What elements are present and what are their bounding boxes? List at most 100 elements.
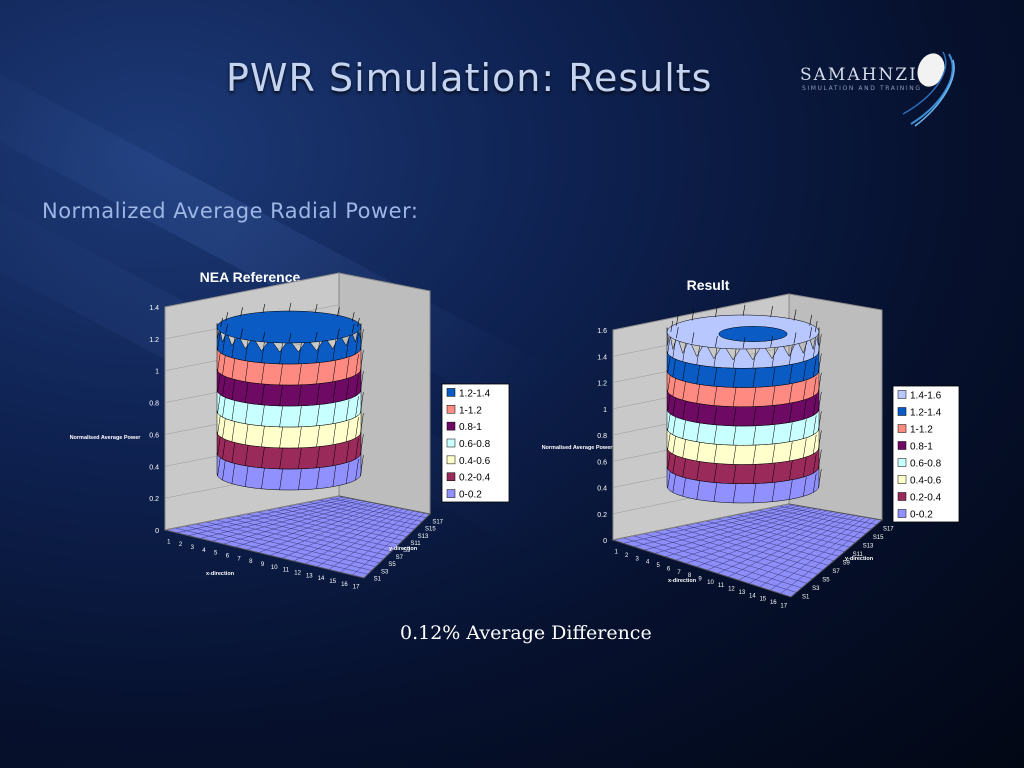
- y-tick-label: S17: [432, 520, 443, 526]
- logo-tagline: SIMULATION AND TRAINING: [802, 85, 922, 92]
- floor-grid-line: [328, 510, 415, 570]
- floor-grid-line: [644, 506, 806, 551]
- surface-mesh-line: [231, 462, 236, 484]
- floor-grid-line: [328, 497, 427, 519]
- surface-mesh-line: [360, 392, 364, 414]
- floor-grid-line: [246, 513, 396, 549]
- legend-swatch: [897, 390, 907, 399]
- x-tick-label: 8: [249, 559, 253, 565]
- y-tick-label: S15: [425, 527, 436, 533]
- surface-mesh-line: [696, 441, 700, 462]
- surface-mesh-line: [696, 383, 700, 404]
- surface-mesh-line: [345, 378, 350, 400]
- surface-mesh-line: [752, 348, 757, 369]
- legend-swatch: [446, 489, 456, 498]
- x-tick-label: 1: [615, 550, 619, 556]
- surface-spike: [814, 320, 818, 333]
- surface-mesh-line: [789, 403, 793, 423]
- x-tick-label: 6: [667, 566, 671, 572]
- surface-mesh-line: [244, 360, 249, 382]
- legend-swatch: [446, 421, 456, 431]
- legend-entry: 1-1.2: [910, 425, 933, 436]
- y-tick-label: S5: [822, 578, 830, 584]
- surface-mesh-line: [812, 415, 817, 435]
- floor-grid-line: [695, 522, 834, 562]
- surface-mesh-line: [818, 411, 822, 431]
- surface-mesh-line: [713, 347, 718, 367]
- surface-mesh-line: [812, 376, 817, 397]
- surface-mesh-line: [261, 425, 265, 447]
- surface-mesh-line: [667, 391, 671, 412]
- surface-mesh-line: [752, 368, 757, 388]
- z-axis-label: Normalised Average Power: [70, 435, 142, 441]
- floor-grid-line: [696, 511, 833, 568]
- x-axis-label: x-direction: [206, 571, 235, 577]
- surface-mesh-line: [682, 400, 686, 420]
- surface-mesh-line: [355, 417, 359, 439]
- surface-center-dip: [718, 326, 788, 342]
- chart-title: NEA Reference: [200, 269, 301, 285]
- surface-mesh-line: [222, 333, 226, 355]
- surface-mesh-line: [332, 423, 337, 445]
- surface-mesh-line: [789, 441, 793, 462]
- surface-mesh-line: [360, 329, 364, 351]
- surface-mesh-line: [713, 443, 718, 464]
- surface-mesh-line: [217, 371, 221, 393]
- surface-mesh-line: [279, 405, 283, 427]
- floor-grid-line: [759, 516, 866, 588]
- floor-grid-line: [633, 535, 802, 589]
- surface-mesh-line: [818, 391, 822, 412]
- x-tick-label: 4: [202, 548, 206, 554]
- surface-spike: [314, 331, 318, 342]
- x-axis-label: x-direction: [668, 578, 697, 584]
- surface-mesh-line: [261, 341, 265, 363]
- floor-grid-line: [317, 509, 409, 567]
- x-tick-label: 10: [271, 565, 278, 571]
- x-tick-label: 10: [707, 580, 714, 586]
- floor-grid-line: [623, 537, 797, 593]
- y-tick-label: S7: [396, 555, 404, 561]
- floor-grid-line: [188, 497, 350, 536]
- x-tick-label: 15: [759, 597, 766, 603]
- surface-mesh-line: [732, 464, 737, 484]
- surface-spike: [715, 306, 718, 318]
- surface-spike: [220, 317, 223, 328]
- surface-mesh-line: [672, 473, 677, 493]
- legend-entry: 0.4-0.6: [910, 476, 942, 487]
- surface-mesh-line: [360, 413, 364, 435]
- surface-mesh-line: [732, 387, 737, 407]
- legend-swatch: [897, 509, 907, 518]
- surface-spike: [337, 307, 340, 317]
- surface-mesh-line: [713, 386, 718, 406]
- surface-mesh-line: [279, 384, 283, 406]
- x-tick-label: 9: [698, 577, 702, 583]
- x-tick-label: 4: [646, 560, 650, 566]
- surface-mesh-line: [667, 372, 671, 393]
- surface-mesh-line: [713, 463, 718, 483]
- z-axis-label: Normalised Average Power: [542, 445, 614, 451]
- surface-mesh-line: [298, 342, 302, 364]
- surface-mesh-line: [732, 483, 737, 503]
- wall-gridline: [164, 495, 340, 531]
- surface-mesh-line: [332, 465, 337, 487]
- surface-spike: [670, 320, 674, 333]
- y-tick-label: S9: [403, 548, 411, 554]
- floor-grid-line: [277, 507, 407, 537]
- surface-spike: [676, 327, 679, 339]
- surface-mesh-line: [672, 415, 677, 435]
- surface-mesh-line: [789, 345, 793, 365]
- legend-swatch: [897, 492, 907, 501]
- surface-mesh-line: [771, 424, 776, 444]
- surface-mesh-line: [667, 449, 671, 470]
- y-tick-label: S13: [418, 534, 429, 540]
- surface-mesh-line: [771, 366, 776, 387]
- floor-grid-line: [747, 512, 861, 539]
- surface-mesh-line: [682, 477, 686, 497]
- surface-mesh-line: [667, 353, 671, 373]
- legend-entry: 0.2-0.4: [910, 493, 942, 504]
- surface-mesh-line: [818, 372, 822, 393]
- surface-mesh-line: [682, 457, 686, 478]
- surface-mesh-line: [752, 425, 757, 446]
- y-tick-label: S11: [410, 541, 421, 547]
- legend-swatch: [446, 405, 456, 414]
